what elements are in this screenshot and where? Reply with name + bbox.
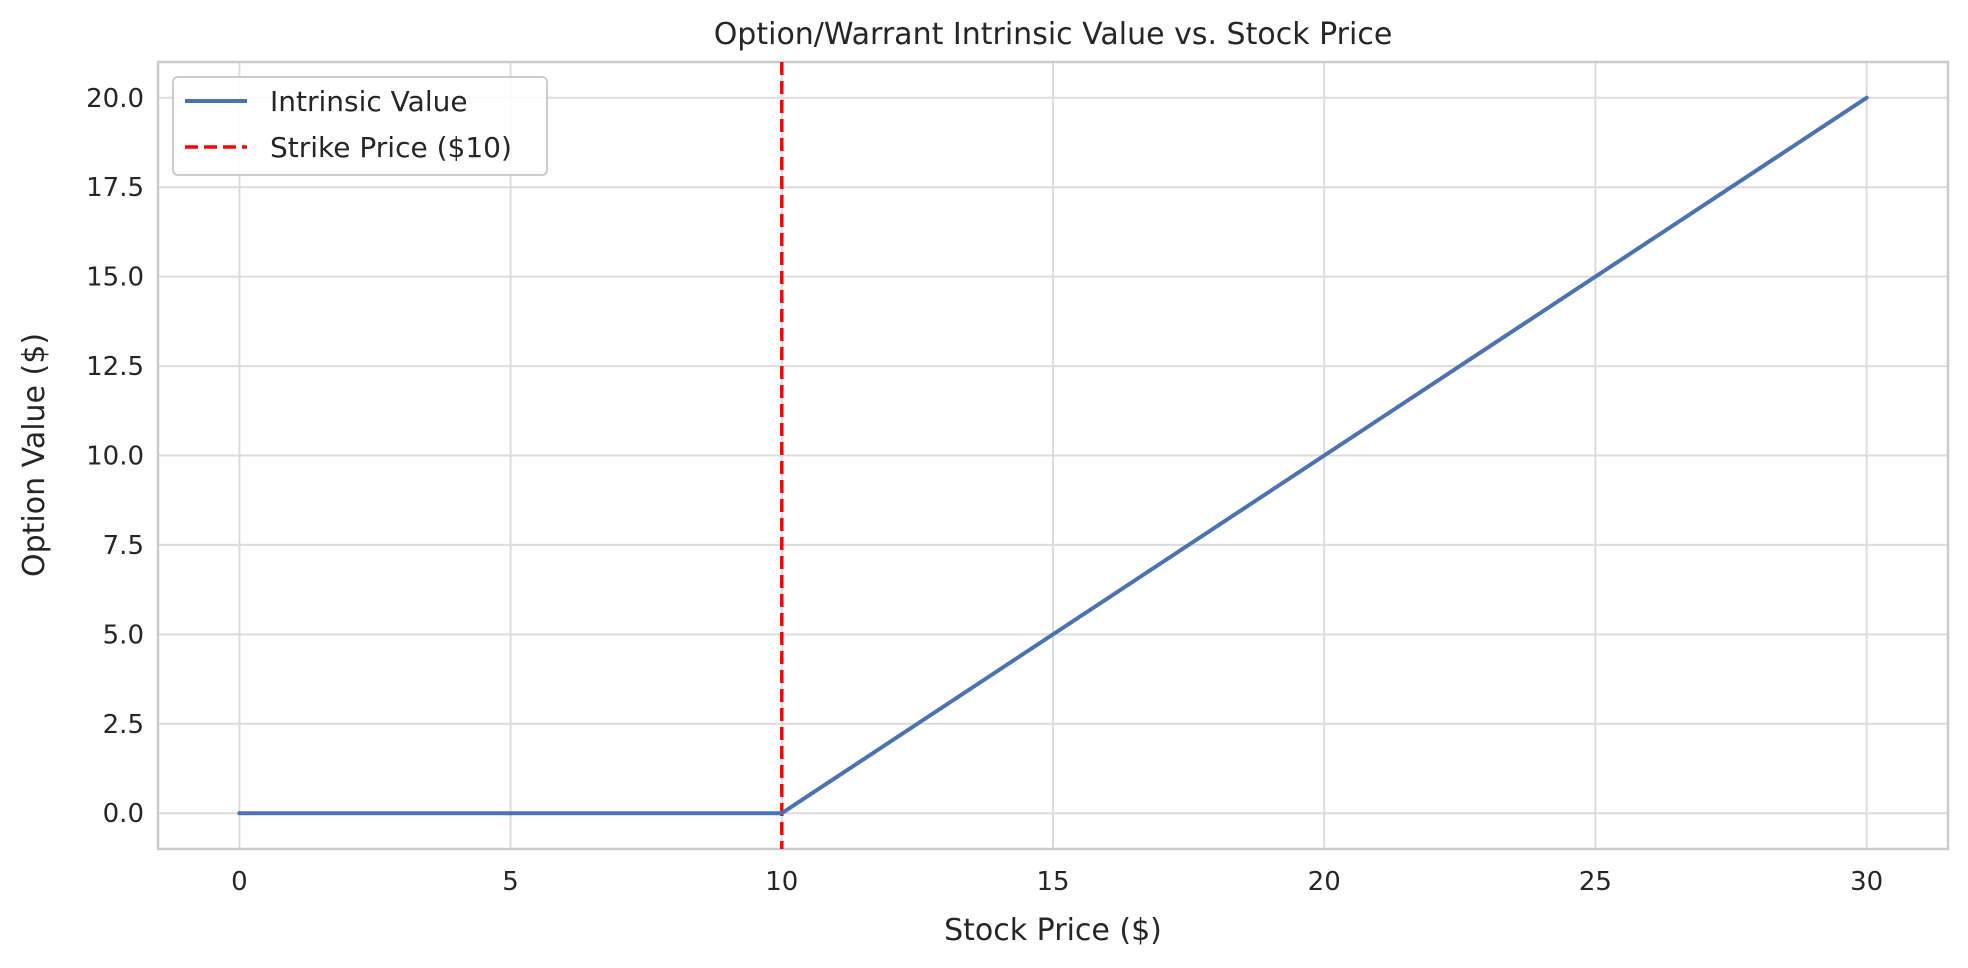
y-tick-label: 20.0 [86, 84, 144, 114]
series-lines [237, 95, 1869, 816]
x-tick-label: 0 [231, 867, 248, 897]
series-line-intrinsic-value [237, 95, 1869, 816]
y-tick-label: 10.0 [86, 442, 144, 472]
legend-label-intrinsic-value: Intrinsic Value [270, 85, 468, 118]
x-tick-label: 10 [765, 867, 798, 897]
y-tick-label: 0.0 [103, 799, 144, 829]
legend: Intrinsic Value Strike Price ($10) [172, 76, 548, 176]
y-tick-label: 2.5 [103, 710, 144, 740]
y-tick-label: 15.0 [86, 263, 144, 293]
y-axis-ticks: 0.0 2.5 5.0 7.5 10.0 12.5 15.0 17.5 20.0 [86, 84, 144, 829]
x-tick-label: 30 [1850, 867, 1883, 897]
x-tick-label: 5 [502, 867, 519, 897]
y-axis-label: Option Value ($) [17, 333, 52, 577]
x-tick-label: 25 [1579, 867, 1612, 897]
legend-label-strike-price: Strike Price ($10) [270, 131, 512, 164]
legend-box [172, 76, 548, 176]
chart-title: Option/Warrant Intrinsic Value vs. Stock… [714, 17, 1393, 52]
y-tick-label: 17.5 [86, 173, 144, 203]
x-tick-label: 20 [1308, 867, 1341, 897]
x-axis-ticks: 0 5 10 15 20 25 30 [231, 867, 1883, 897]
y-tick-label: 12.5 [86, 352, 144, 382]
grid [158, 62, 1948, 849]
y-tick-label: 5.0 [103, 620, 144, 650]
x-tick-label: 15 [1036, 867, 1069, 897]
plot-frame [156, 60, 1950, 851]
y-tick-label: 7.5 [103, 531, 144, 561]
x-axis-label: Stock Price ($) [944, 913, 1162, 948]
